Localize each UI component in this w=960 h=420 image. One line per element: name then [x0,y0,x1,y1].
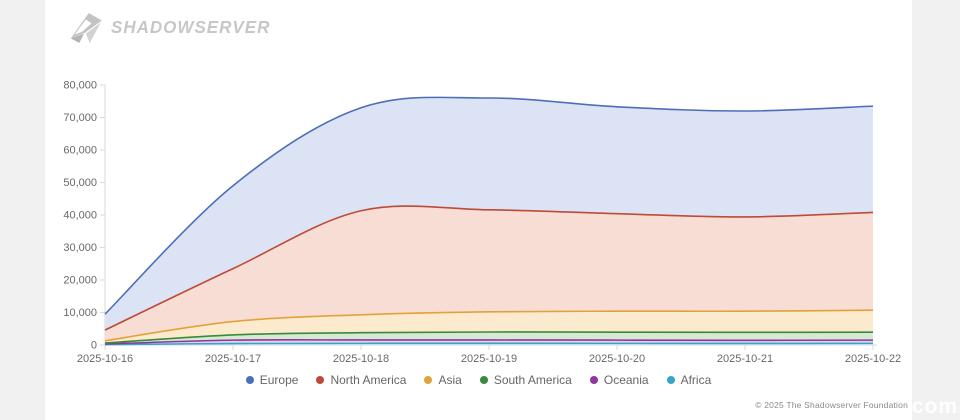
y-tick-label: 60,000 [63,145,97,157]
series-line-south-america [104,331,874,344]
legend-item-south-america[interactable]: South America [479,373,572,387]
x-tick-label: 2025-10-19 [461,353,517,365]
legend-dot-icon [666,376,675,384]
series-line-europe [104,96,874,315]
y-tick-label: 10,000 [63,307,97,319]
x-tick-label: 2025-10-22 [845,353,901,365]
y-tick-label: 0 [91,340,97,352]
x-tick-label: 2025-10-20 [589,353,645,365]
legend-label: North America [330,373,407,387]
area-band-europe [105,97,873,331]
area-band-south-america [105,331,873,345]
chart-canvas: 0 10,000 20,000 30,000 40,000 50,000 60,000 70,… [63,80,901,366]
area-band-asia [105,310,873,344]
shadowserver-logo-icon [70,12,102,44]
logo-text: SHADOWSERVER [111,17,271,38]
x-tick-label: 2025-10-21 [717,353,773,365]
series-line-north-america [104,205,874,331]
legend-dot-icon [479,376,488,384]
area-band-north-america [105,206,873,341]
legend-dot-icon [316,376,325,384]
watermark-text: com [911,395,959,418]
y-tick-label: 70,000 [63,112,97,124]
legend-label: Africa [680,373,712,387]
shadowserver-logo: SHADOWSERVER [65,12,270,44]
y-tick-label: 40,000 [63,210,97,222]
series-line-africa [104,342,874,346]
legend-dot-icon [589,376,598,384]
content-panel: 0 10,000 20,000 30,000 40,000 50,000 60,000 70,… [45,0,912,420]
legend-item-europe[interactable]: Europe [245,373,299,387]
stacked-area-chart[interactable]: 0 10,000 20,000 30,000 40,000 50,000 60,000 70,… [45,0,912,420]
legend-item-oceania[interactable]: Oceania [589,373,649,387]
legend-item-africa[interactable]: Africa [666,373,712,387]
x-tick-label: 2025-10-17 [205,353,261,365]
copyright-text: © 2025 The Shadowserver Foundation [755,400,908,410]
y-tick-label: 20,000 [63,275,97,287]
series-line-asia [104,309,874,342]
legend-label: South America [493,373,572,387]
legend-label: Asia [438,373,462,387]
x-tick-label: 2025-10-18 [333,353,389,365]
series-line-oceania [104,338,874,345]
legend-label: Oceania [603,373,649,387]
x-tick-label: 2025-10-16 [77,353,133,365]
y-tick-label: 50,000 [63,177,97,189]
legend-label: Europe [259,373,299,387]
y-tick-label: 80,000 [63,80,97,92]
legend-dot-icon [245,376,254,384]
legend-dot-icon [424,376,433,384]
legend-item-north-america[interactable]: North America [316,373,406,387]
legend-item-asia[interactable]: Asia [424,373,462,387]
y-tick-label: 30,000 [63,242,97,254]
chart-legend: Europe North America Asia South America Ocea… [45,371,912,389]
